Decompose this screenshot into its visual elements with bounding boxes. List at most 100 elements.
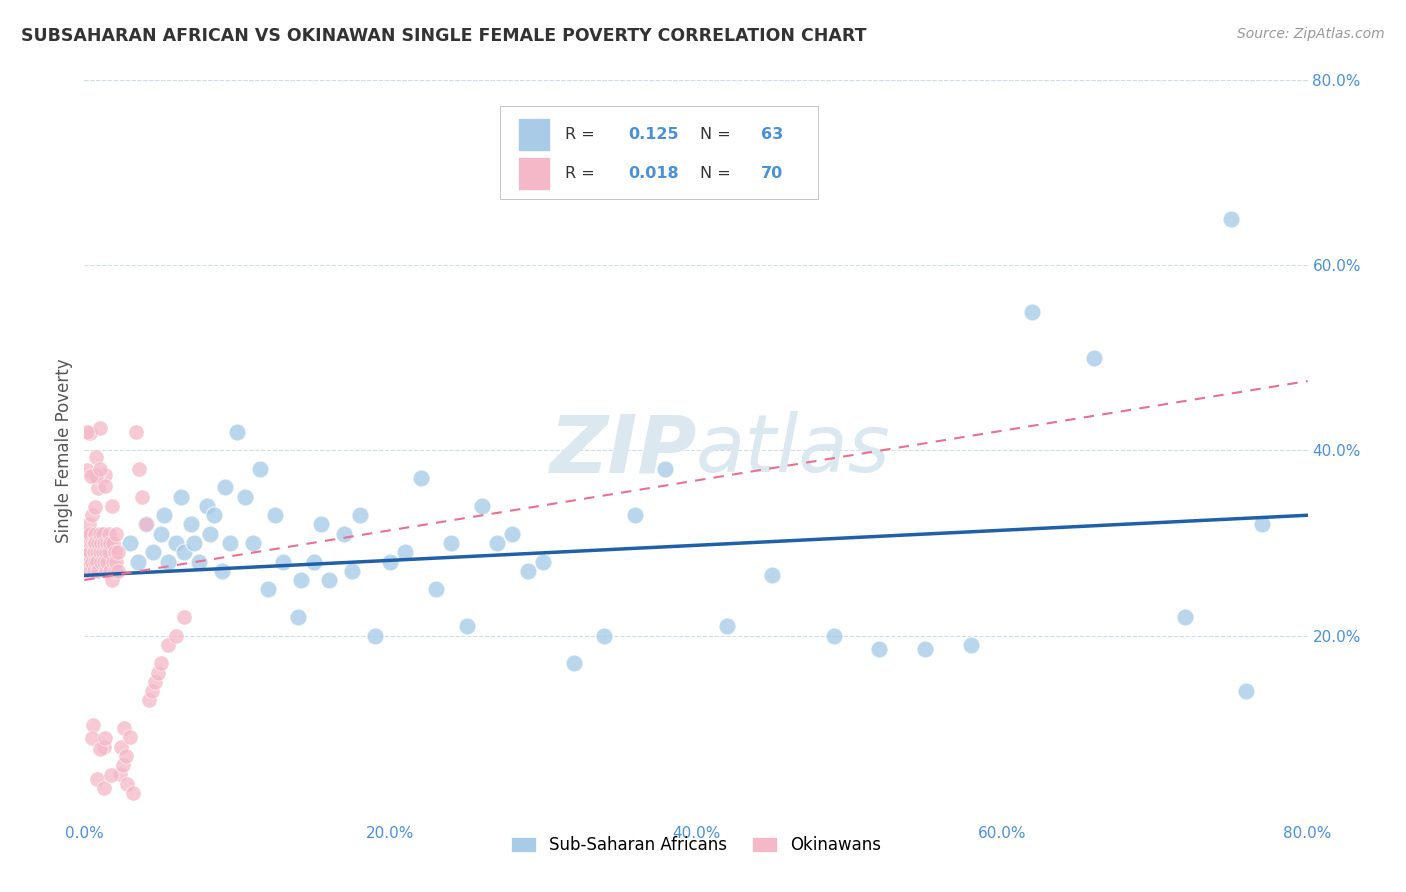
Point bbox=[89, 742, 111, 756]
Point bbox=[202, 508, 225, 523]
Point bbox=[82, 718, 104, 732]
Point bbox=[716, 619, 738, 633]
Point bbox=[105, 526, 128, 541]
Point bbox=[94, 564, 117, 578]
Legend: Sub-Saharan Africans, Okinawans: Sub-Saharan Africans, Okinawans bbox=[503, 829, 889, 861]
Point bbox=[80, 508, 103, 523]
Point bbox=[76, 564, 98, 578]
Point bbox=[97, 545, 120, 559]
Point bbox=[84, 536, 107, 550]
Point bbox=[264, 508, 287, 523]
Point bbox=[94, 545, 117, 559]
Point bbox=[104, 564, 127, 578]
Point bbox=[107, 564, 129, 578]
Point bbox=[101, 499, 124, 513]
Point bbox=[440, 536, 463, 550]
Point bbox=[79, 468, 101, 483]
Point bbox=[409, 471, 432, 485]
Point bbox=[1083, 351, 1105, 365]
Point bbox=[654, 462, 676, 476]
Point bbox=[98, 564, 121, 578]
Y-axis label: Single Female Poverty: Single Female Poverty bbox=[55, 359, 73, 542]
Point bbox=[157, 554, 180, 569]
Point bbox=[91, 545, 114, 559]
Point bbox=[135, 517, 157, 532]
Point bbox=[87, 536, 110, 550]
Point bbox=[218, 536, 240, 550]
Point bbox=[311, 517, 333, 532]
Point bbox=[188, 554, 211, 569]
Point bbox=[120, 536, 142, 550]
Point bbox=[83, 545, 105, 559]
Point bbox=[79, 545, 101, 559]
Point bbox=[823, 628, 845, 642]
Point bbox=[79, 425, 101, 440]
Point bbox=[89, 421, 111, 435]
Point bbox=[340, 564, 363, 578]
Point bbox=[105, 554, 128, 569]
Point bbox=[138, 693, 160, 707]
Point bbox=[125, 425, 148, 439]
Text: 70: 70 bbox=[761, 166, 783, 181]
Point bbox=[157, 638, 180, 652]
Point bbox=[112, 721, 135, 735]
Text: Source: ZipAtlas.com: Source: ZipAtlas.com bbox=[1237, 27, 1385, 41]
Point bbox=[93, 536, 115, 550]
Point bbox=[93, 554, 115, 569]
Point bbox=[135, 517, 157, 532]
Point bbox=[593, 628, 616, 642]
Point bbox=[290, 573, 312, 587]
Point bbox=[84, 468, 107, 483]
Point bbox=[98, 536, 121, 550]
Point bbox=[120, 731, 142, 745]
Text: N =: N = bbox=[700, 127, 735, 142]
Point bbox=[80, 731, 103, 745]
Point bbox=[84, 526, 107, 541]
Point bbox=[318, 573, 340, 587]
Point bbox=[84, 554, 107, 569]
Point bbox=[77, 517, 100, 532]
Point bbox=[83, 500, 105, 514]
Point bbox=[471, 499, 494, 513]
Point bbox=[287, 610, 309, 624]
Point bbox=[83, 564, 105, 578]
Point bbox=[75, 536, 97, 550]
Point bbox=[516, 564, 538, 578]
Point bbox=[173, 545, 195, 559]
Point bbox=[1236, 684, 1258, 698]
Point bbox=[271, 554, 294, 569]
Point bbox=[456, 619, 478, 633]
Point bbox=[87, 481, 110, 495]
Point bbox=[149, 657, 172, 671]
Point bbox=[115, 776, 138, 791]
Text: R =: R = bbox=[565, 127, 600, 142]
Point bbox=[77, 536, 100, 550]
Point bbox=[79, 564, 101, 578]
Point bbox=[226, 425, 249, 439]
Point bbox=[180, 517, 202, 532]
Point bbox=[93, 731, 115, 745]
Point bbox=[333, 526, 356, 541]
Bar bbox=[519, 158, 550, 189]
Text: R =: R = bbox=[565, 166, 600, 181]
Point bbox=[104, 564, 127, 578]
FancyBboxPatch shape bbox=[501, 106, 818, 199]
Text: 63: 63 bbox=[761, 127, 783, 142]
Point bbox=[96, 554, 118, 569]
Point bbox=[84, 450, 107, 464]
Point bbox=[86, 554, 108, 569]
Point bbox=[93, 739, 115, 754]
Point bbox=[165, 536, 187, 550]
Point bbox=[149, 526, 172, 541]
Point bbox=[103, 554, 125, 569]
Point bbox=[87, 564, 110, 578]
Point bbox=[364, 628, 387, 642]
Point bbox=[100, 767, 122, 781]
Point bbox=[103, 536, 125, 550]
Text: 0.018: 0.018 bbox=[628, 166, 679, 181]
Point bbox=[211, 564, 233, 578]
Point bbox=[257, 582, 280, 597]
Point bbox=[233, 490, 256, 504]
Point bbox=[76, 545, 98, 559]
Point bbox=[77, 554, 100, 569]
